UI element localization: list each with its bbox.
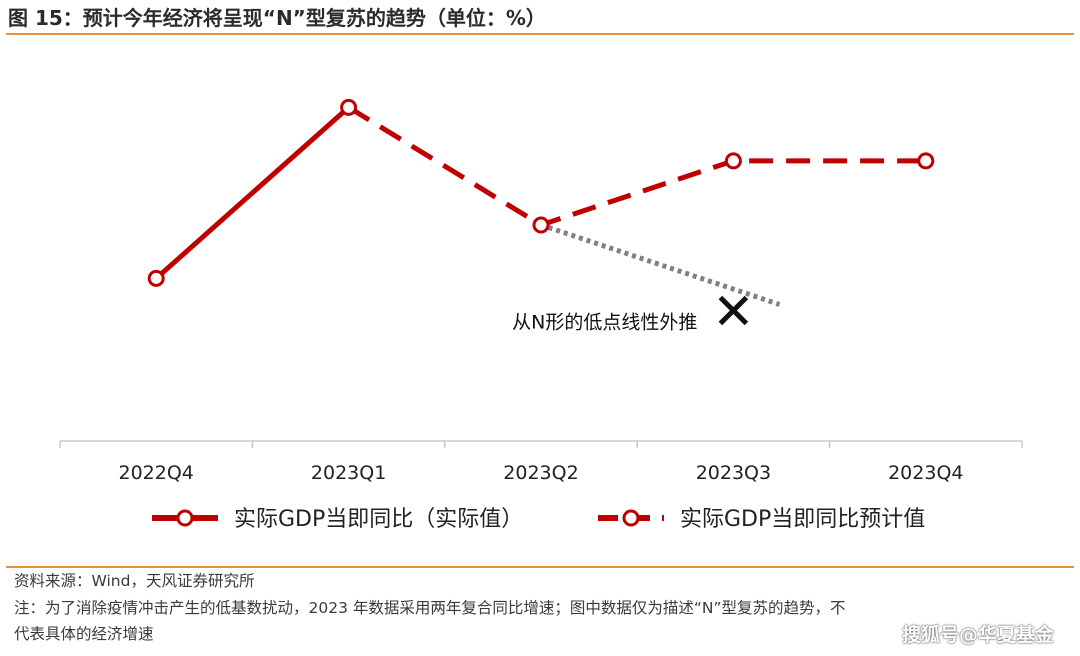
data-point-marker bbox=[532, 216, 550, 234]
line-chart: 2022Q4 2023Q1 2023Q2 2023Q3 2023Q4 从N形的低点线性外推… bbox=[59, 98, 1023, 532]
source-note: 资料来源：Wind，天风证券研究所 bbox=[14, 572, 255, 590]
data-point-marker bbox=[724, 152, 742, 170]
legend-label-2: 实际GDP当即同比预计值 bbox=[680, 507, 925, 532]
watermark: 搜狐号@华夏基金 bbox=[901, 624, 1054, 646]
top-rule bbox=[6, 33, 1074, 35]
x-tick-label: 2023Q1 bbox=[311, 462, 386, 484]
series-line-1 bbox=[154, 105, 351, 281]
bottom-rule bbox=[6, 566, 1074, 568]
series-line-2 bbox=[347, 105, 926, 228]
x-tick-label: 2023Q4 bbox=[888, 462, 963, 484]
legend-swatch-marker-1 bbox=[176, 509, 194, 527]
annotation-label: 从N形的低点线性外推 bbox=[512, 311, 697, 333]
data-point-marker bbox=[917, 152, 935, 170]
footnote-line-2: 代表具体的经济增速 bbox=[14, 625, 154, 643]
x-tick-label: 2023Q3 bbox=[696, 462, 771, 484]
footnote-line-1: 注：为了消除疫情冲击产生的低基数扰动，2023 年数据采用两年复合同比增速；图中… bbox=[14, 599, 846, 617]
legend-swatch-marker-2 bbox=[622, 509, 640, 527]
extrapolation-line bbox=[540, 222, 781, 307]
legend-label-1: 实际GDP当即同比（实际值） bbox=[234, 507, 523, 532]
data-point-marker bbox=[340, 98, 358, 116]
x-tick-label: 2023Q2 bbox=[503, 462, 578, 484]
cross-marker-stroke-b bbox=[718, 295, 749, 326]
data-point-marker bbox=[147, 269, 165, 287]
chart-title: 图 15：预计今年经济将呈现“N”型复苏的趋势（单位：%） bbox=[8, 6, 546, 30]
x-tick-label: 2022Q4 bbox=[118, 462, 193, 484]
